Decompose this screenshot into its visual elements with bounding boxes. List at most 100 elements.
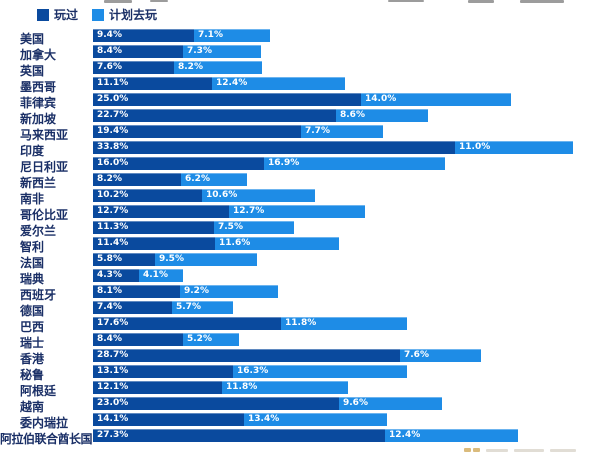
value-label-played: 7.6% xyxy=(97,62,122,72)
chart-row: 西班牙 8.1% 9.2% xyxy=(0,285,600,301)
bar-segment-played: 11.3% xyxy=(93,221,214,234)
value-label-planned: 16.3% xyxy=(237,366,269,376)
country-label: 菲律宾 xyxy=(20,96,57,110)
country-label: 委内瑞拉 xyxy=(20,416,69,430)
value-label-played: 7.4% xyxy=(97,302,122,312)
chart-row: 阿拉伯联合酋长国 27.3% 12.4% xyxy=(0,429,600,445)
bar-segment-planned: 8.6% xyxy=(336,109,428,122)
value-label-planned: 8.6% xyxy=(340,110,365,120)
bar-segment-planned: 7.1% xyxy=(194,29,270,42)
country-label: 瑞士 xyxy=(20,336,45,350)
value-label-planned: 14.0% xyxy=(365,94,397,104)
value-label-planned: 11.8% xyxy=(285,318,317,328)
legend: 玩过 计划去玩 xyxy=(37,9,157,21)
value-label-played: 33.8% xyxy=(97,142,129,152)
chart-row: 法国 5.8% 9.5% xyxy=(0,253,600,269)
value-label-planned: 9.5% xyxy=(159,254,184,264)
stacked-bar: 8.4% 5.2% xyxy=(93,333,239,346)
stacked-bar: 27.3% 12.4% xyxy=(93,429,518,442)
chart-row: 印度 33.8% 11.0% xyxy=(0,141,600,157)
bar-segment-played: 11.4% xyxy=(93,237,215,250)
chart-row: 爱尔兰 11.3% 7.5% xyxy=(0,221,600,237)
stacked-bar: 13.1% 16.3% xyxy=(93,365,407,378)
bar-segment-planned: 11.0% xyxy=(455,141,573,154)
chart-row: 哥伦比亚 12.7% 12.7% xyxy=(0,205,600,221)
country-label: 德国 xyxy=(20,304,45,318)
stacked-bar: 28.7% 7.6% xyxy=(93,349,481,362)
value-label-planned: 7.3% xyxy=(187,46,212,56)
bar-segment-played: 10.2% xyxy=(93,189,202,202)
country-label: 墨西哥 xyxy=(20,80,57,94)
chart-row: 加拿大 8.4% 7.3% xyxy=(0,45,600,61)
chart-row: 阿根廷 12.1% 11.8% xyxy=(0,381,600,397)
legend-label-played: 玩过 xyxy=(54,8,79,22)
bar-segment-played: 9.4% xyxy=(93,29,194,42)
value-label-played: 11.1% xyxy=(97,78,129,88)
value-label-played: 13.1% xyxy=(97,366,129,376)
bar-segment-planned: 8.2% xyxy=(174,61,262,74)
bar-segment-played: 25.0% xyxy=(93,93,361,106)
stacked-bar: 11.3% 7.5% xyxy=(93,221,294,234)
country-label: 阿根廷 xyxy=(20,384,57,398)
value-label-played: 4.3% xyxy=(97,270,122,280)
country-label: 加拿大 xyxy=(20,48,57,62)
country-label: 香港 xyxy=(20,352,45,366)
chart-rows: 美国 9.4% 7.1% 加拿大 8.4% 7.3% 英国 7.6% 8.2% 墨西哥 11.1% 1… xyxy=(0,29,600,445)
value-label-planned: 12.4% xyxy=(389,430,421,440)
bar-segment-played: 16.0% xyxy=(93,157,264,170)
value-label-planned: 9.6% xyxy=(343,398,368,408)
bar-segment-planned: 9.2% xyxy=(180,285,278,298)
country-label: 秘鲁 xyxy=(20,368,45,382)
bar-segment-played: 7.4% xyxy=(93,301,172,314)
clipped-title-fragments xyxy=(0,0,600,4)
value-label-played: 11.4% xyxy=(97,238,129,248)
country-label: 瑞典 xyxy=(20,272,45,286)
bar-segment-played: 4.3% xyxy=(93,269,139,282)
stacked-bar: 22.7% 8.6% xyxy=(93,109,428,122)
bar-segment-planned: 16.3% xyxy=(233,365,407,378)
stacked-bar: 7.6% 8.2% xyxy=(93,61,262,74)
bar-segment-played: 8.1% xyxy=(93,285,180,298)
bar-segment-played: 8.2% xyxy=(93,173,181,186)
country-label: 印度 xyxy=(20,144,45,158)
value-label-played: 22.7% xyxy=(97,110,129,120)
chart-row: 菲律宾 25.0% 14.0% xyxy=(0,93,600,109)
value-label-played: 19.4% xyxy=(97,126,129,136)
value-label-played: 12.1% xyxy=(97,382,129,392)
bar-segment-planned: 7.7% xyxy=(301,125,383,138)
bar-segment-planned: 7.5% xyxy=(214,221,294,234)
stacked-bar: 17.6% 11.8% xyxy=(93,317,407,330)
stacked-bar: 11.1% 12.4% xyxy=(93,77,345,90)
bar-segment-planned: 6.2% xyxy=(181,173,247,186)
value-label-planned: 7.6% xyxy=(404,350,429,360)
stacked-bar: 5.8% 9.5% xyxy=(93,253,257,266)
country-label: 英国 xyxy=(20,64,45,78)
stacked-bar: 16.0% 16.9% xyxy=(93,157,445,170)
value-label-played: 8.4% xyxy=(97,334,122,344)
value-label-played: 9.4% xyxy=(97,30,122,40)
chart-row: 瑞士 8.4% 5.2% xyxy=(0,333,600,349)
bar-segment-planned: 11.8% xyxy=(281,317,407,330)
legend-item-played: 玩过 xyxy=(37,9,78,21)
chart-row: 美国 9.4% 7.1% xyxy=(0,29,600,45)
bar-segment-planned: 12.7% xyxy=(229,205,365,218)
chart-row: 墨西哥 11.1% 12.4% xyxy=(0,77,600,93)
value-label-planned: 10.6% xyxy=(206,190,238,200)
value-label-planned: 11.8% xyxy=(226,382,258,392)
legend-item-planned: 计划去玩 xyxy=(92,9,157,21)
value-label-planned: 11.6% xyxy=(219,238,251,248)
value-label-played: 16.0% xyxy=(97,158,129,168)
bar-segment-planned: 13.4% xyxy=(244,413,387,426)
value-label-planned: 16.9% xyxy=(268,158,300,168)
chart-row: 马来西亚 19.4% 7.7% xyxy=(0,125,600,141)
stacked-bar: 19.4% 7.7% xyxy=(93,125,383,138)
bar-segment-planned: 5.7% xyxy=(172,301,233,314)
chart-row: 秘鲁 13.1% 16.3% xyxy=(0,365,600,381)
bar-segment-planned: 14.0% xyxy=(361,93,511,106)
country-label: 尼日利亚 xyxy=(20,160,69,174)
value-label-played: 8.4% xyxy=(97,46,122,56)
legend-swatch-planned-icon xyxy=(92,9,105,21)
value-label-planned: 7.7% xyxy=(305,126,330,136)
country-label: 阿拉伯联合酋长国 xyxy=(0,432,93,446)
bar-segment-planned: 4.1% xyxy=(139,269,183,282)
